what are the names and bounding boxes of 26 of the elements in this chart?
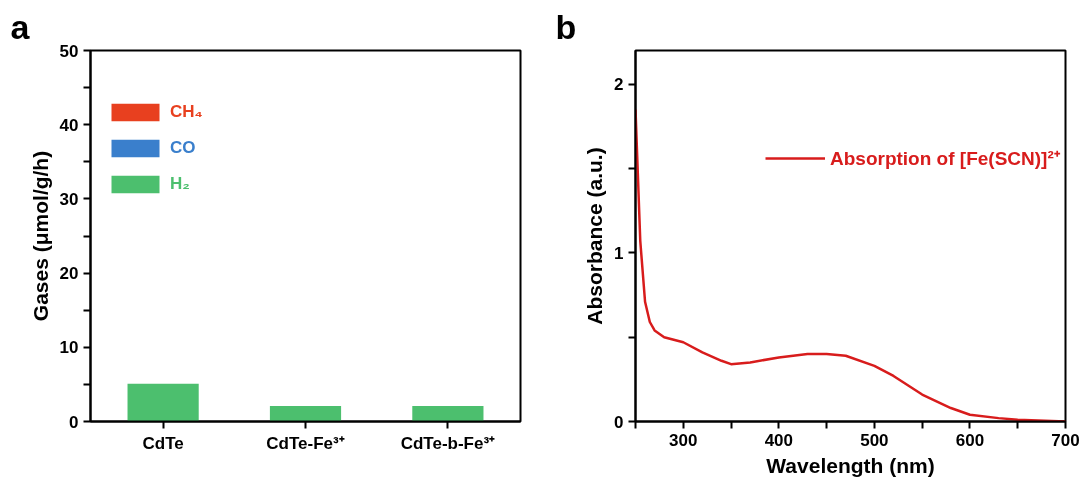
x-tick-label: 400 bbox=[764, 430, 794, 450]
chart-title: a bbox=[10, 7, 31, 46]
x-tick-label: CdTe bbox=[142, 433, 184, 453]
chart-title: b bbox=[555, 7, 577, 46]
x-tick-label: 500 bbox=[860, 430, 889, 450]
x-axis-title: Wavelength (nm) bbox=[766, 453, 935, 477]
x-tick-label: CdTe-Fe³⁺ bbox=[266, 433, 345, 453]
y-tick-label: 1 bbox=[614, 243, 624, 263]
y-tick-label: 2 bbox=[614, 75, 624, 95]
legend-label: CO bbox=[170, 138, 196, 158]
x-tick-label: 700 bbox=[1051, 430, 1080, 450]
y-tick-label: 0 bbox=[614, 412, 624, 432]
y-axis-title: Absorbance (a.u.) bbox=[583, 147, 607, 325]
y-tick-label: 50 bbox=[59, 41, 79, 61]
y-tick-label: 30 bbox=[59, 189, 79, 209]
legend-label: Absorption of [Fe(SCN)]²⁺ bbox=[830, 147, 1060, 171]
y-axis-title: Gases (μmol/g/h) bbox=[28, 150, 52, 322]
y-tick-label: 10 bbox=[59, 338, 79, 358]
x-tick-label: 300 bbox=[669, 430, 698, 450]
legend-label: CH₄ bbox=[170, 102, 203, 122]
legend-label: H₂ bbox=[170, 174, 190, 194]
x-tick-label: 600 bbox=[955, 430, 985, 450]
x-tick-label: CdTe-b-Fe³⁺ bbox=[400, 433, 496, 453]
y-tick-label: 40 bbox=[59, 115, 79, 135]
y-tick-label: 20 bbox=[59, 264, 79, 284]
y-tick-label: 0 bbox=[69, 412, 79, 432]
